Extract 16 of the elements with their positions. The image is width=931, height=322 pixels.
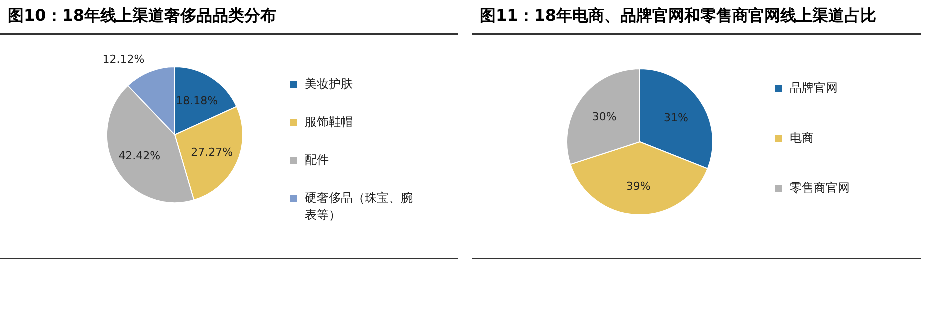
data-label: 31% (664, 111, 688, 124)
data-label: 12.12% (102, 53, 145, 66)
data-label: 42.42% (118, 149, 161, 162)
legend-label: 零售商官网 (790, 180, 850, 197)
data-label: 27.27% (191, 146, 234, 159)
legend-label: 服饰鞋帽 (305, 114, 353, 131)
legend-label: 电商 (790, 130, 814, 147)
data-label: 39% (626, 180, 651, 193)
data-label: 30% (592, 110, 617, 124)
legend-label: 配件 (305, 152, 329, 169)
legend-label: 品牌官网 (790, 80, 838, 97)
chart-title: 图11：18年电商、品牌官网和零售商官网线上渠道占比 (480, 6, 877, 27)
chart-title: 图10：18年线上渠道奢侈品品类分布 (8, 6, 277, 27)
legend-label: 美妆护肤 (305, 76, 353, 93)
data-label: 18.18% (176, 94, 218, 108)
legend-label: 硬奢侈品（珠宝、腕表等） (305, 190, 414, 224)
